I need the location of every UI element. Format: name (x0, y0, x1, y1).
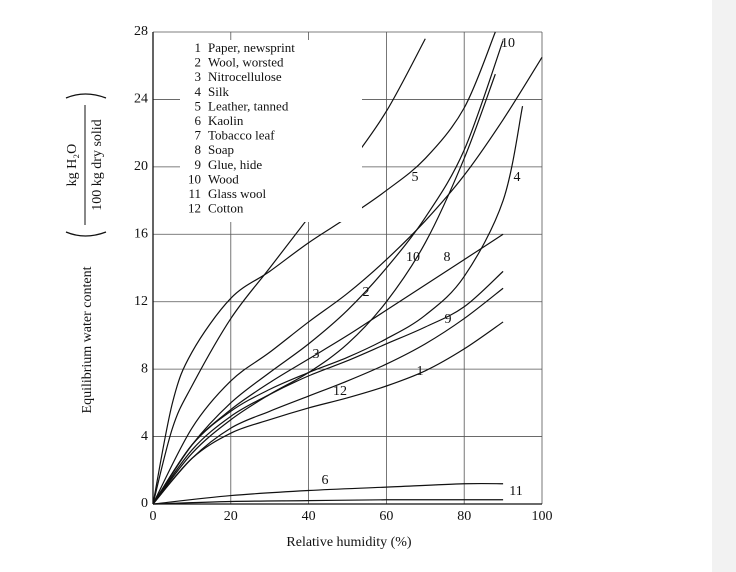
paren-left (65, 231, 107, 237)
legend-number: 10 (188, 171, 201, 186)
legend-number: 8 (195, 142, 202, 157)
y-unit-numerator: kg H₂O (65, 144, 80, 187)
y-axis-label-group: Equilibrium water content kg H₂O 100 kg … (65, 93, 107, 413)
x-tick-label: 0 (150, 509, 157, 524)
series-line (152, 270, 504, 505)
legend-number: 1 (195, 40, 202, 55)
x-axis-label: Relative humidity (%) (286, 535, 412, 550)
legend-number: 6 (195, 113, 202, 128)
legend-label: Wood (208, 171, 239, 186)
legend-box (180, 40, 362, 222)
y-tick-label: 0 (141, 496, 148, 511)
y-tick-label: 8 (141, 361, 148, 376)
legend-number: 11 (188, 186, 201, 201)
series-line (152, 40, 504, 505)
legend-label: Nitrocellulose (208, 69, 282, 84)
legend-number: 9 (195, 157, 202, 172)
legend-number: 7 (195, 128, 202, 143)
legend-label: Paper, newsprint (208, 40, 295, 55)
legend-number: 12 (188, 201, 201, 216)
legend-number: 5 (195, 98, 202, 113)
y-tick-label: 16 (134, 227, 148, 242)
curve-label: 8 (444, 250, 451, 265)
y-tick-label: 12 (134, 294, 148, 309)
legend-label: Wool, worsted (208, 55, 284, 70)
legend-label: Leather, tanned (208, 98, 289, 113)
series-line (152, 321, 504, 505)
legend-label: Kaolin (208, 113, 244, 128)
y-unit-denominator: 100 kg dry solid (90, 119, 105, 210)
y-tick-label: 28 (134, 24, 148, 39)
curve-label: 3 (313, 347, 320, 362)
series-line (152, 73, 496, 505)
y-tick-label: 24 (134, 92, 148, 107)
x-tick-label: 20 (224, 509, 238, 524)
series-line (152, 56, 543, 505)
curve-label: 9 (445, 312, 452, 327)
curve-label: 11 (509, 484, 522, 499)
y-tick-label: 4 (141, 429, 148, 444)
legend-label: Cotton (208, 201, 244, 216)
legend-label: Glue, hide (208, 157, 262, 172)
y-axis-label: Equilibrium water content (80, 266, 95, 413)
legend-label: Glass wool (208, 186, 267, 201)
curve-label: 4 (514, 170, 521, 185)
y-tick-label: 20 (134, 159, 148, 174)
series-line (152, 106, 524, 505)
x-tick-label: 80 (457, 509, 471, 524)
legend-label: Soap (208, 142, 234, 157)
series-line (152, 482, 504, 505)
legend-label: Silk (208, 84, 229, 99)
paren-right (65, 93, 107, 99)
curve-label: 2 (363, 285, 370, 300)
series-line (152, 499, 504, 505)
x-tick-label: 60 (379, 509, 393, 524)
side-strip (712, 0, 736, 572)
legend-number: 4 (195, 84, 202, 99)
x-tick-label: 100 (532, 509, 553, 524)
legend-label: Tobacco leaf (208, 128, 275, 143)
series-line (152, 31, 496, 505)
curve-label: 10 (406, 250, 420, 265)
curve-label: 10 (501, 36, 515, 51)
curve-label: 1 (417, 364, 424, 379)
curve-label: 12 (333, 384, 347, 399)
series-line (152, 38, 426, 505)
curve-label: 6 (322, 473, 329, 488)
curve-label: 5 (412, 170, 419, 185)
series-line (152, 287, 504, 505)
legend-number: 2 (195, 55, 202, 70)
x-tick-label: 40 (302, 509, 316, 524)
legend: 1 Paper, newsprint 2 Wool, worsted 3 Nitrocel… (180, 40, 362, 222)
legend-number: 3 (195, 69, 202, 84)
